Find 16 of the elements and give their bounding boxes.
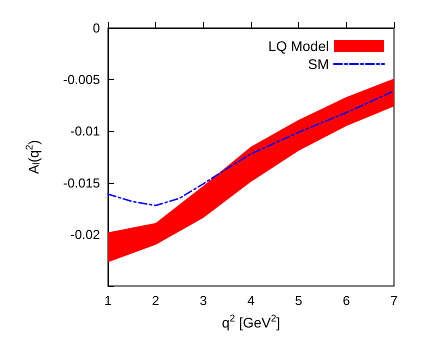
x-tick-label: 6 xyxy=(342,293,350,308)
legend-label: LQ Model xyxy=(268,38,329,54)
x-tick-label: 1 xyxy=(104,293,112,308)
y-axis-title: Al(q2) xyxy=(24,140,42,174)
x-tick-label: 2 xyxy=(152,293,160,308)
y-tick-label: -0.015 xyxy=(63,175,100,190)
y-tick-label: -0.005 xyxy=(63,72,100,88)
x-tick-label: 7 xyxy=(390,293,398,308)
x-tick-label: 3 xyxy=(200,293,207,308)
y-tick-label: 0 xyxy=(92,20,100,36)
x-tick-label: 4 xyxy=(247,293,255,308)
y-tick-label: -0.02 xyxy=(70,226,100,242)
line-series xyxy=(107,90,395,206)
x-tick-label: 5 xyxy=(295,293,302,308)
legend-label: SM xyxy=(308,56,329,72)
y-tick-label: -0.01 xyxy=(70,124,100,139)
